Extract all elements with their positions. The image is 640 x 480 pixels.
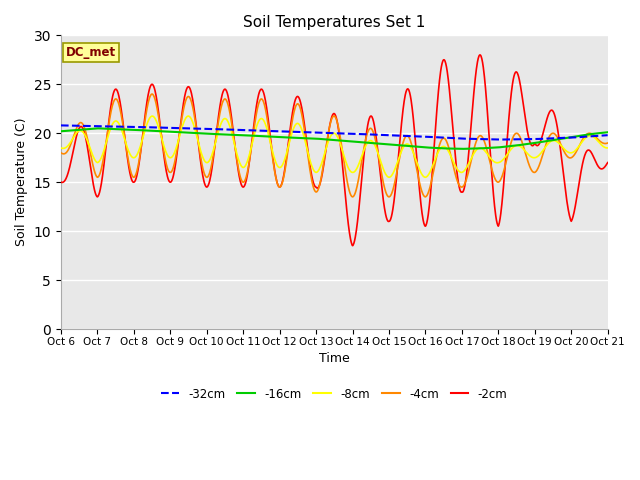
Y-axis label: Soil Temperature (C): Soil Temperature (C): [15, 118, 28, 246]
Text: DC_met: DC_met: [67, 46, 116, 59]
Title: Soil Temperatures Set 1: Soil Temperatures Set 1: [243, 15, 426, 30]
Legend: -32cm, -16cm, -8cm, -4cm, -2cm: -32cm, -16cm, -8cm, -4cm, -2cm: [156, 383, 512, 405]
X-axis label: Time: Time: [319, 352, 349, 365]
